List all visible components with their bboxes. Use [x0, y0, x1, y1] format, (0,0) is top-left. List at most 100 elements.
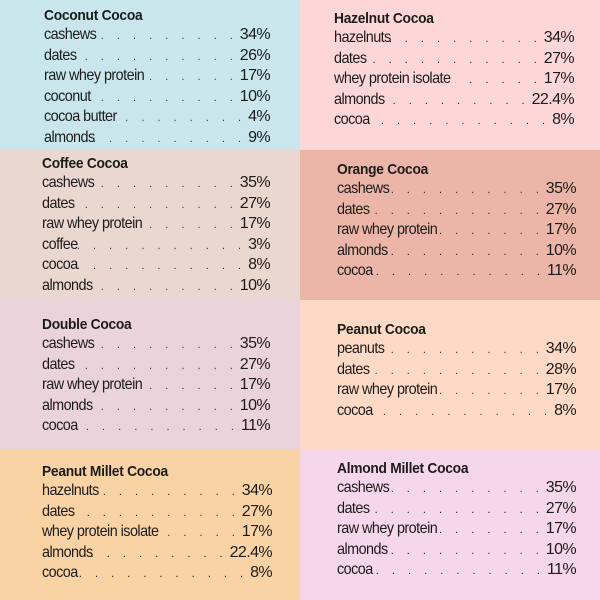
ingredient-name: peanuts — [337, 340, 385, 357]
ingredient-list: peanuts. . . . . . . . . . . . . . . . .… — [337, 339, 577, 422]
ingredient-name: cashews — [44, 26, 97, 43]
ingredient-row: almonds. . . . . . . . . . . . . . . . .… — [337, 540, 577, 561]
ingredient-percent: 17% — [545, 381, 577, 399]
ingredient-percent: 8% — [250, 564, 273, 582]
ingredient-row: coffee. . . . . . . . . . . . . . . . . … — [42, 235, 271, 256]
recipe-card-almond-millet-cocoa: Almond Millet Cocoa cashews. . . . . . .… — [300, 450, 600, 600]
ingredient-row: cocoa. . . . . . . . . . . . . . . . . .… — [337, 401, 577, 422]
ingredient-name: coconut — [44, 87, 91, 105]
ingredient-percent: 27% — [239, 355, 271, 373]
ingredient-row: cashews. . . . . . . . . . . . . . . . .… — [337, 478, 577, 499]
ingredient-row: cocoa. . . . . . . . . . . . . . . . . .… — [42, 255, 271, 276]
leader-dots: . . . . . . . . . . . . . . . . . . . . … — [455, 74, 542, 87]
ingredient-percent: 34% — [543, 29, 575, 46]
recipe-card-coconut-cocoa: Coconut Cocoa cashews . . . . . . . . . .… — [0, 0, 300, 149]
ingredient-name: almonds — [337, 241, 388, 259]
ingredient-row: dates. . . . . . . . . . . . . . . . . .… — [42, 355, 271, 376]
ingredient-row: almonds. . . . . . . . . . . . . . . . .… — [42, 396, 271, 417]
ingredient-row: cocoa butter. . . . . . . . . . . . . . … — [44, 107, 271, 128]
recipe-card-coffee-cocoa: Coffee Cocoa cashews. . . . . . . . . . … — [0, 149, 300, 299]
ingredient-percent: 34% — [545, 340, 577, 357]
ingredient-row: dates. . . . . . . . . . . . . . . . . .… — [42, 502, 273, 523]
ingredient-name: whey protein isolate — [334, 70, 451, 88]
leader-dots: . . . . . . . . . . . . . . . . . . . . … — [97, 486, 240, 498]
ingredient-percent: 9% — [248, 128, 271, 146]
ingredient-row: almonds. . . . . . . . . . . . . . . . .… — [337, 241, 577, 262]
leader-dots: . . . . . . . . . . . . . . . . . . . . … — [365, 503, 544, 516]
leader-dots: . . . . . . . . . . . . . . . . . . . . … — [147, 71, 238, 84]
ingredient-row: cocoa. . . . . . . . . . . . . . . . . .… — [42, 416, 271, 437]
leader-dots: . . . . . . . . . . . . . . . . . . . . … — [92, 178, 238, 190]
ingredient-percent: 3% — [248, 235, 271, 253]
leader-dots: . . . . . . . . . . . . . . . . . . . . … — [440, 225, 544, 238]
leader-dots: . . . . . . . . . . . . . . . . . . . . … — [70, 359, 238, 372]
ingredient-name: dates — [337, 499, 370, 517]
ingredient-row: cashews. . . . . . . . . . . . . . . . .… — [337, 179, 577, 200]
ingredient-name: cocoa — [337, 401, 373, 419]
ingredient-percent: 10% — [239, 396, 271, 414]
ingredient-percent: 11% — [546, 262, 577, 280]
leader-dots: . . . . . . . . . . . . . . . . . . . . … — [145, 380, 238, 393]
ingredient-percent: 28% — [545, 360, 577, 378]
leader-dots: . . . . . . . . . . . . . . . . . . . . … — [440, 385, 544, 398]
ingredient-name: cashews — [42, 335, 95, 352]
recipe-card-hazelnut-cocoa: Hazelnut Cocoa hazelnuts. . . . . . . . … — [300, 0, 600, 150]
recipe-card-double-cocoa: Double Cocoa cashews. . . . . . . . . . … — [0, 299, 300, 449]
leader-dots: . . . . . . . . . . . . . . . . . . . . … — [369, 405, 553, 418]
ingredient-row: raw whey protein. . . . . . . . . . . . … — [337, 220, 577, 241]
recipe-title: Orange Cocoa — [337, 161, 429, 178]
ingredient-list: cashews. . . . . . . . . . . . . . . . .… — [42, 334, 271, 437]
leader-dots: . . . . . . . . . . . . . . . . . . . . … — [382, 344, 544, 356]
recipe-title: Coconut Cocoa — [44, 7, 143, 24]
leader-dots: . . . . . . . . . . . . . . . . . . . . … — [92, 339, 238, 351]
ingredient-percent: 27% — [241, 502, 273, 520]
ingredient-percent: 27% — [545, 200, 577, 218]
ingredient-name: cashews — [337, 479, 390, 496]
ingredient-row: coconut. . . . . . . . . . . . . . . . .… — [44, 87, 271, 108]
ingredient-name: coffee — [42, 235, 78, 253]
leader-dots: . . . . . . . . . . . . . . . . . . . . … — [74, 568, 249, 581]
ingredient-percent: 17% — [239, 376, 271, 394]
ingredient-name: raw whey protein — [337, 520, 438, 538]
leader-dots: . . . . . . . . . . . . . . . . . . . . … — [117, 112, 247, 125]
leader-dots: . . . . . . . . . . . . . . . . . . . . … — [90, 547, 228, 560]
ingredient-row: cashews. . . . . . . . . . . . . . . . .… — [42, 334, 271, 355]
ingredient-percent: 10% — [239, 276, 271, 294]
recipe-title: Peanut Millet Cocoa — [42, 463, 168, 480]
ingredient-name: almonds — [334, 90, 385, 108]
ingredient-name: dates — [337, 360, 370, 378]
leader-dots: . . . . . . . . . . . . . . . . . . . . … — [163, 527, 240, 540]
ingredient-name: cocoa — [334, 111, 370, 129]
ingredient-name: dates — [42, 194, 75, 212]
ingredient-row: raw whey protein. . . . . . . . . . . . … — [42, 375, 271, 396]
ingredient-name: almonds — [42, 276, 93, 294]
ingredient-percent: 27% — [543, 49, 575, 67]
leader-dots: . . . . . . . . . . . . . . . . . . . . … — [385, 544, 544, 557]
ingredient-percent: 27% — [239, 194, 271, 212]
ingredient-percent: 17% — [545, 520, 577, 538]
ingredient-row: whey protein isolate . . . . . . . . . . … — [42, 522, 273, 543]
ingredient-name: almonds — [42, 396, 93, 414]
ingredient-percent: 35% — [239, 335, 271, 352]
ingredient-row: almonds. . . . . . . . . . . . . . . . .… — [42, 543, 273, 564]
leader-dots: . . . . . . . . . . . . . . . . . . . . … — [90, 400, 238, 413]
recipe-card-peanut-millet-cocoa: Peanut Millet Cocoa hazelnuts. . . . . .… — [0, 449, 300, 600]
leader-dots: . . . . . . . . . . . . . . . . . . . . … — [365, 364, 544, 377]
ingredient-percent: 8% — [554, 401, 577, 419]
ingredient-percent: 10% — [545, 540, 577, 558]
ingredient-name: cocoa — [337, 561, 373, 579]
ingredient-percent: 8% — [248, 256, 271, 274]
recipe-title: Coffee Cocoa — [42, 155, 128, 172]
ingredient-name: raw whey protein — [42, 215, 143, 233]
ingredient-row: cocoa. . . . . . . . . . . . . . . . . .… — [337, 560, 577, 581]
ingredient-percent: 11% — [546, 561, 577, 579]
ingredient-list: hazelnuts. . . . . . . . . . . . . . . .… — [42, 481, 273, 584]
ingredient-name: raw whey protein — [42, 376, 143, 394]
ingredient-name: dates — [42, 502, 75, 520]
ingredient-percent: 17% — [241, 523, 273, 541]
ingredient-name: cocoa — [337, 262, 373, 280]
ingredient-row: cocoa. . . . . . . . . . . . . . . . . .… — [334, 110, 575, 131]
ingredient-percent: 4% — [248, 108, 271, 126]
ingredient-percent: 35% — [545, 180, 577, 197]
